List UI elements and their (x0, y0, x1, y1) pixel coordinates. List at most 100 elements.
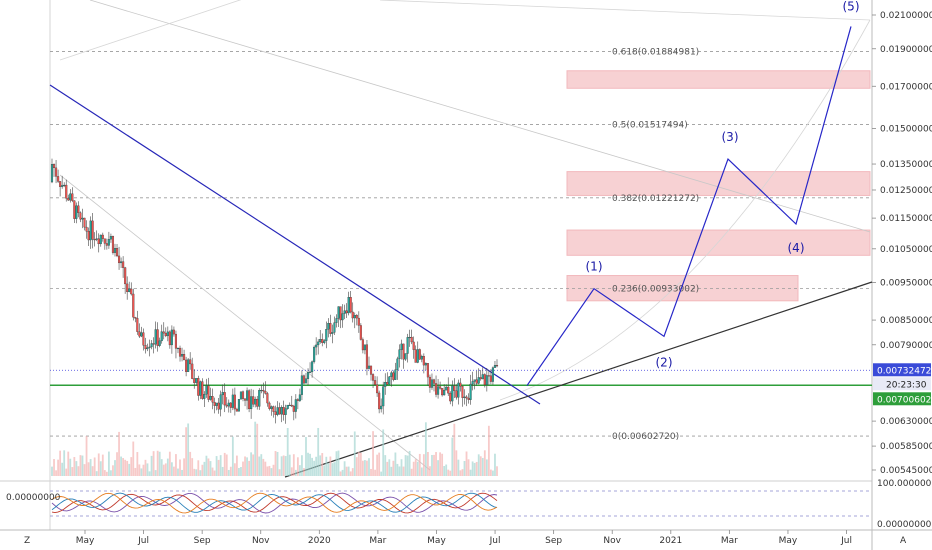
time-axis[interactable]: May Jul Sep Nov 2020 Mar May Jul Sep Nov 2021 Mar Ma… (76, 530, 852, 546)
candle-body (170, 329, 173, 346)
volume-bar-38 (128, 463, 131, 476)
candle-body (483, 374, 486, 385)
volume-bar-190 (437, 460, 439, 476)
candle-148 (351, 302, 354, 323)
candle-body (402, 343, 405, 360)
volume-bar-160 (376, 454, 379, 476)
candle-body (300, 375, 303, 395)
faint-fan-line-1 (89, 0, 871, 233)
candle-body (148, 346, 151, 348)
volume-bar-61 (175, 454, 177, 476)
candle-60 (172, 326, 175, 337)
volume-bar-73 (199, 470, 202, 476)
volume-bar-181 (418, 453, 421, 476)
candle-body (333, 322, 336, 333)
candle-116 (286, 404, 289, 410)
volume-bar-13 (77, 466, 80, 476)
volume-bar-180 (416, 461, 419, 476)
candle-body (290, 404, 293, 407)
candle-body (130, 288, 133, 295)
candle-49 (150, 340, 153, 350)
candle-body (306, 372, 310, 379)
volume-bar-157 (370, 468, 372, 476)
candle-114 (282, 400, 285, 421)
candle-body (252, 396, 255, 405)
corner-right-label[interactable]: A (900, 536, 907, 546)
candle-body (105, 243, 108, 246)
candle-190 (437, 378, 440, 399)
candle-body (286, 404, 289, 409)
volume-bar-209 (475, 461, 478, 476)
candle-18 (87, 227, 90, 246)
candle-41 (134, 316, 137, 323)
time-tick-label-3: Nov (252, 536, 270, 546)
candle-body (217, 402, 220, 410)
volume-bar-113 (280, 456, 283, 476)
candle-body (475, 379, 478, 384)
candle-body (372, 374, 375, 381)
candle-body (146, 347, 149, 350)
candle-70 (193, 369, 196, 389)
volume-bar-112 (278, 469, 281, 476)
candle-body (353, 315, 356, 319)
candle-88 (229, 402, 232, 413)
corner-left-label[interactable]: Z (24, 536, 30, 546)
candle-96 (246, 387, 249, 410)
volume-bar-185 (427, 451, 429, 476)
volume-bar-85 (223, 452, 226, 476)
candle-98 (250, 388, 253, 419)
volume-bar-174 (404, 455, 407, 476)
volume-bar-63 (179, 459, 181, 476)
candle-body (178, 347, 182, 357)
candle-50 (152, 337, 155, 354)
candle-106 (266, 391, 269, 407)
candle-35 (122, 256, 125, 278)
candle-body (59, 181, 62, 187)
volume-bar-2 (55, 470, 57, 476)
volume-bar-0 (51, 466, 53, 476)
candle-body (369, 365, 373, 375)
candle-119 (292, 404, 295, 421)
time-tick-label-11: Mar (721, 536, 738, 546)
candle-120 (294, 394, 297, 419)
candle-147 (349, 291, 352, 314)
candle-body (164, 332, 167, 337)
volume-bar-48 (148, 471, 151, 476)
candle-19 (89, 216, 92, 249)
candle-146 (347, 291, 350, 316)
candle-168 (392, 370, 395, 382)
candle-108 (270, 405, 273, 416)
candle-body (365, 344, 369, 369)
candle-185 (426, 363, 429, 386)
candle-body (63, 184, 66, 187)
price-axis[interactable]: 0.02100000 0.01900000 0.01700000 0.01500000… (872, 11, 932, 476)
volume-bar-40 (132, 441, 135, 476)
candle-body (298, 394, 301, 401)
fib-label-3: 0.236(0.00933002) (612, 285, 699, 295)
volume-bar-43 (138, 464, 141, 476)
candle-body (461, 386, 464, 398)
candle-body (150, 343, 153, 348)
candle-body (77, 205, 80, 213)
price-tick-label-9: 0.00850000 (880, 316, 932, 326)
oscillator-pane[interactable] (0, 482, 872, 530)
candle-13 (77, 201, 80, 218)
candle-body (339, 306, 342, 321)
volume-bar-10 (71, 467, 74, 476)
candle-161 (378, 390, 381, 414)
volume-bar-200 (457, 459, 460, 476)
candle-body (441, 388, 444, 396)
candle-body (156, 329, 159, 346)
volume-bar-175 (406, 455, 409, 476)
candle-182 (420, 354, 423, 363)
candle-113 (280, 405, 283, 423)
candle-body (197, 378, 200, 396)
candle-body (351, 311, 354, 319)
volume-bar-68 (189, 451, 192, 476)
candle-89 (231, 388, 234, 411)
volume-bar-114 (282, 455, 285, 476)
candle-40 (132, 288, 135, 321)
volume-bar-90 (233, 463, 236, 476)
volume-bar-193 (443, 466, 446, 476)
